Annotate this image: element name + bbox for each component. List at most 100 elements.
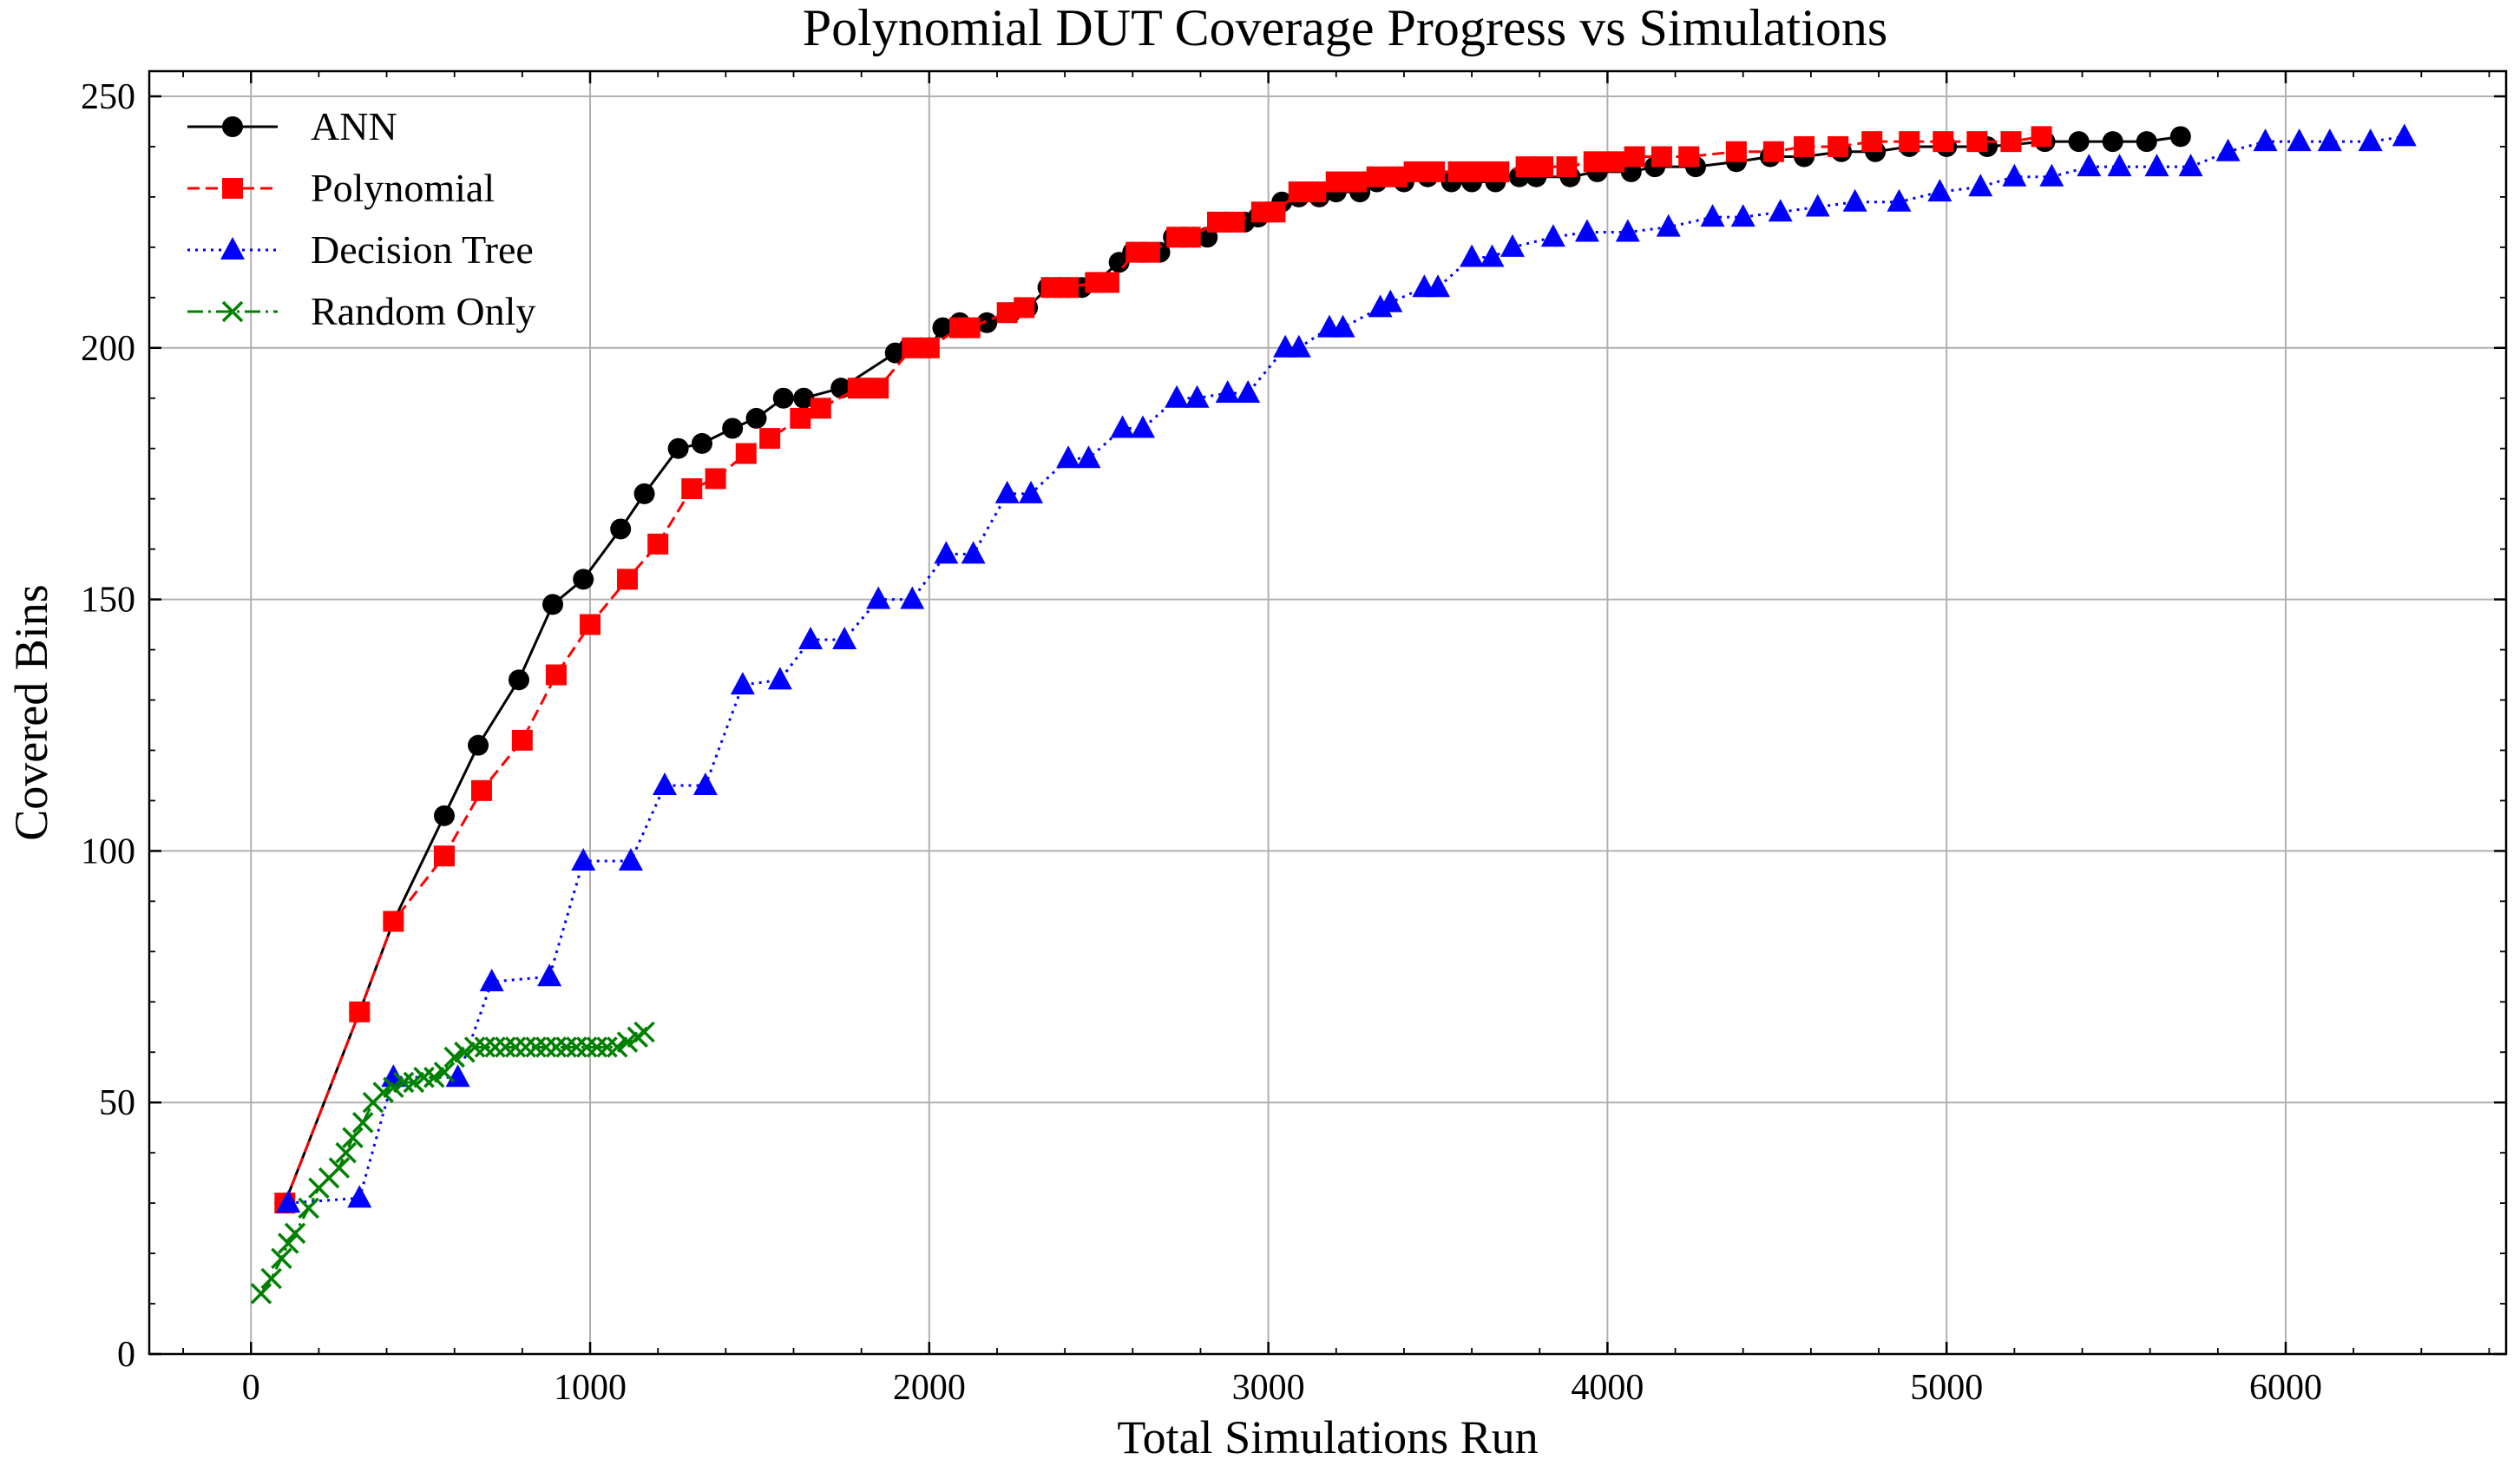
data-point [633,1021,655,1043]
chart-title: Polynomial DUT Coverage Progress vs Simu… [803,0,1888,56]
data-point [260,1267,282,1290]
series-line-decision-tree [288,135,2405,1205]
data-point [681,478,703,500]
data-point [1805,194,1830,217]
data-point [383,910,404,932]
data-point [705,468,726,490]
data-point [994,480,1020,503]
data-point [2287,128,2312,152]
legend: ANN Polynomial Decision Tree Random Only [187,104,535,333]
series-line-random-only [259,1030,646,1295]
data-point [2358,128,2383,152]
data-point [1615,219,1640,242]
data-point [1378,289,1403,312]
data-point [1656,214,1681,237]
legend-marker [221,300,244,323]
data-point [508,669,529,691]
data-point [2144,154,2169,177]
legend-marker [222,116,243,137]
data-point [433,805,455,826]
data-point [1762,141,1784,162]
data-point [351,1112,374,1134]
y-tick-label: 250 [81,77,135,117]
data-point [575,1036,598,1058]
data-point [423,1066,445,1088]
data-point [1165,385,1190,408]
data-point [2136,131,2157,153]
data-point [790,407,811,429]
data-point [618,847,643,871]
data-point [1058,277,1080,299]
data-point [633,483,655,504]
data-point [1650,146,1672,168]
data-point [433,1062,456,1083]
data-point [1899,131,1920,153]
data-point [1604,151,1625,173]
data-point [535,1036,557,1058]
data-point [798,626,824,649]
data-point [745,407,767,429]
data-point [586,1036,608,1058]
data-point [1624,146,1645,168]
y-tick-label: 100 [81,832,135,871]
data-point [767,667,792,690]
data-point [383,1076,404,1099]
data-point [1460,244,1485,267]
data-point [479,969,504,992]
data-point [1019,480,1044,503]
data-point [772,387,794,409]
data-point [1842,188,1867,212]
data-point [810,398,831,419]
data-point [2102,131,2123,153]
data-point [1131,415,1156,438]
data-point [653,772,678,796]
data-point [959,317,981,339]
data-point [1933,131,1954,153]
data-point [504,1036,527,1058]
data-point [934,541,959,564]
legend-label: Decision Tree [311,227,534,272]
data-point [470,779,492,801]
data-point [2215,138,2241,161]
data-point [2077,154,2102,177]
data-point [403,1071,425,1094]
data-point [1286,334,1311,358]
data-point [347,1185,372,1208]
data-point [484,1036,506,1058]
data-point [372,1081,394,1103]
data-point [1179,227,1201,248]
plot-series [250,123,2417,1305]
series-polynomial [274,126,2052,1214]
data-point [542,594,564,615]
data-point [1828,135,1849,157]
data-point [1330,314,1355,338]
data-point [692,772,718,796]
legend-label: Polynomial [311,166,495,210]
x-tick-label: 3000 [1232,1368,1305,1408]
data-point [1447,161,1469,182]
data-point [276,1190,301,1213]
data-point [1861,131,1883,153]
data-point [2002,163,2027,187]
data-point [2068,131,2090,153]
data-point [580,614,601,635]
data-point [1794,135,1815,157]
data-point [1927,179,1952,202]
data-point [1730,204,1755,227]
data-point [335,1141,357,1164]
data-point [443,1046,465,1068]
data-point [1700,204,1725,227]
data-point [566,1036,587,1058]
data-point [1583,151,1605,173]
data-point [454,1042,476,1063]
data-point [2317,128,2342,152]
data-point [1014,297,1035,319]
data-point [2031,126,2052,148]
data-point [1488,161,1510,182]
data-point [1768,199,1793,222]
data-point [1110,415,1135,438]
data-point [900,586,925,609]
data-point [349,1001,371,1022]
data-point [413,1066,435,1088]
